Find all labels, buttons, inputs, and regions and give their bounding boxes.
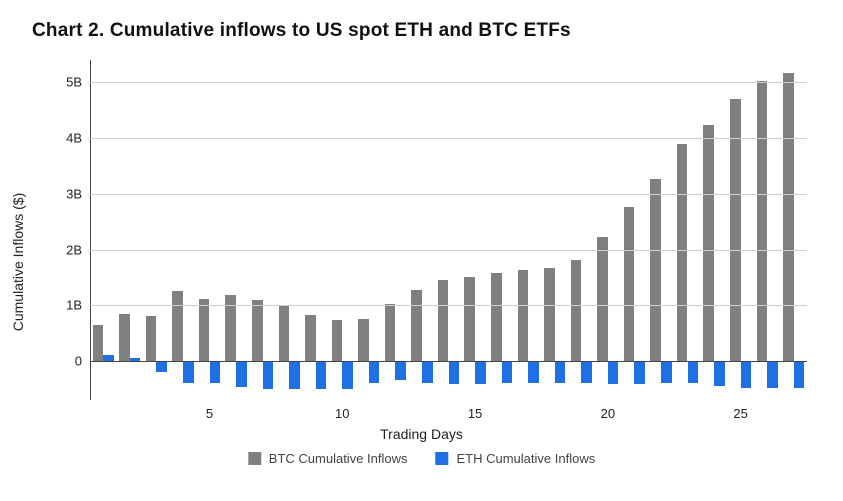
bar-btc	[597, 237, 608, 361]
bar-btc	[385, 304, 396, 361]
bar-eth	[422, 361, 433, 383]
bar-btc	[305, 315, 316, 361]
bar-eth	[608, 361, 619, 384]
chart-container: { "chart": { "type": "bar", "title": "Ch…	[0, 0, 843, 501]
bar-eth	[528, 361, 539, 383]
bar-btc	[119, 314, 130, 361]
bar-eth	[767, 361, 778, 388]
grid-line	[90, 82, 807, 83]
y-tick-label: 4B	[66, 131, 90, 146]
legend-item-eth: ETH Cumulative Inflows	[436, 451, 596, 466]
x-tick-label: 5	[206, 400, 213, 421]
y-tick-label: 2B	[66, 242, 90, 257]
x-tick-label: 25	[733, 400, 747, 421]
bar-btc	[199, 299, 210, 361]
chart-title: Chart 2. Cumulative inflows to US spot E…	[32, 20, 815, 42]
bar-btc	[677, 144, 688, 361]
bar-btc	[252, 300, 263, 361]
y-tick-label: 3B	[66, 186, 90, 201]
legend-swatch-btc	[248, 452, 261, 465]
bar-btc	[544, 268, 555, 361]
bar-btc	[146, 316, 157, 361]
x-tick-label: 20	[601, 400, 615, 421]
chart-area: Cumulative Inflows ($) 01B2B3B4B5B510152…	[28, 52, 815, 472]
legend-label-btc: BTC Cumulative Inflows	[269, 451, 408, 466]
bar-eth	[156, 361, 167, 372]
bars-layer	[90, 60, 807, 400]
bar-btc	[703, 125, 714, 361]
legend-item-btc: BTC Cumulative Inflows	[248, 451, 408, 466]
grid-line	[90, 305, 807, 306]
x-axis-label: Trading Days	[380, 426, 463, 442]
bar-eth	[475, 361, 486, 384]
grid-line	[90, 138, 807, 139]
x-tick-label: 10	[335, 400, 349, 421]
x-tick-label: 15	[468, 400, 482, 421]
legend-swatch-eth	[436, 452, 449, 465]
bar-btc	[411, 290, 422, 361]
bar-btc	[491, 273, 502, 361]
bar-eth	[210, 361, 221, 383]
zero-line	[90, 361, 807, 362]
bar-btc	[624, 207, 635, 361]
bar-eth	[794, 361, 805, 388]
bar-eth	[688, 361, 699, 383]
y-tick-label: 5B	[66, 75, 90, 90]
bar-btc	[518, 270, 529, 361]
bar-eth	[449, 361, 460, 384]
bar-eth	[369, 361, 380, 383]
bar-btc	[650, 179, 661, 361]
bar-eth	[395, 361, 406, 381]
bar-btc	[464, 277, 475, 361]
bar-eth	[634, 361, 645, 384]
bar-btc	[332, 320, 343, 361]
bar-btc	[279, 306, 290, 361]
bar-btc	[757, 81, 768, 361]
bar-btc	[438, 280, 449, 361]
y-axis-label: Cumulative Inflows ($)	[10, 193, 26, 332]
bar-eth	[342, 361, 353, 389]
legend-label-eth: ETH Cumulative Inflows	[457, 451, 596, 466]
bar-eth	[183, 361, 194, 383]
bar-eth	[714, 361, 725, 386]
bar-btc	[93, 325, 104, 361]
bar-btc	[571, 260, 582, 361]
grid-line	[90, 250, 807, 251]
bar-btc	[783, 73, 794, 361]
bar-btc	[358, 319, 369, 361]
bar-btc	[172, 291, 183, 361]
y-tick-label: 0	[75, 353, 90, 368]
y-tick-label: 1B	[66, 298, 90, 313]
bar-eth	[581, 361, 592, 383]
bar-eth	[555, 361, 566, 383]
chart-legend: BTC Cumulative Inflows ETH Cumulative In…	[248, 451, 595, 466]
bar-eth	[661, 361, 672, 383]
bar-eth	[289, 361, 300, 389]
bar-eth	[502, 361, 513, 383]
grid-line	[90, 194, 807, 195]
bar-eth	[316, 361, 327, 389]
plot-area: 01B2B3B4B5B510152025	[90, 60, 807, 400]
bar-eth	[236, 361, 247, 387]
bar-eth	[741, 361, 752, 388]
bar-eth	[263, 361, 274, 389]
